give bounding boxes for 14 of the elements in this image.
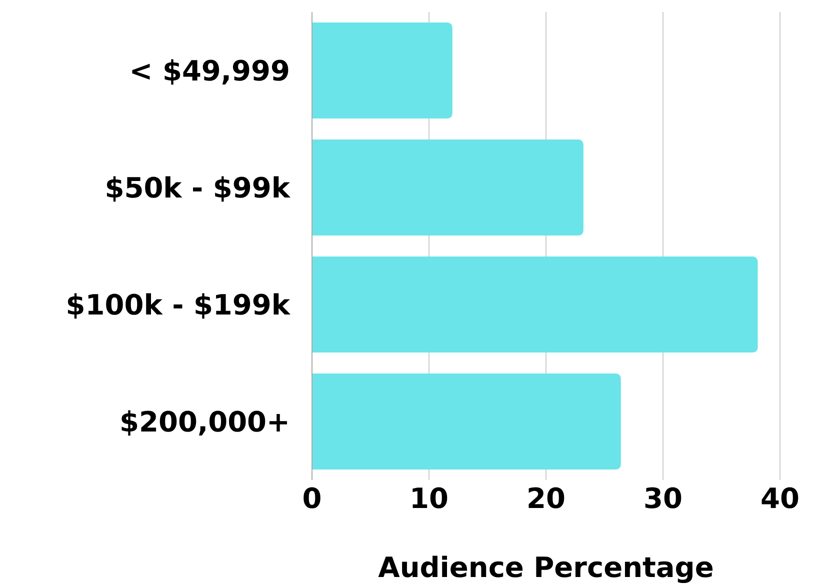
- bar: [312, 374, 621, 470]
- x-tick-label: 0: [302, 482, 322, 515]
- bar: [312, 256, 758, 353]
- x-tick-label: 10: [410, 482, 448, 515]
- y-tick-label: < $49,999: [129, 54, 290, 88]
- y-tick-label: $50k - $99k: [104, 171, 292, 204]
- x-tick-label: 20: [526, 482, 566, 515]
- x-tick-label: 30: [644, 482, 682, 515]
- x-tick-label: 40: [760, 482, 800, 515]
- y-tick-label: $100k - $199k: [66, 288, 292, 322]
- y-tick-label: $200,000+: [120, 405, 290, 438]
- bar: [312, 140, 584, 236]
- bar: [312, 22, 452, 119]
- x-axis-title: Audience Percentage: [378, 551, 714, 584]
